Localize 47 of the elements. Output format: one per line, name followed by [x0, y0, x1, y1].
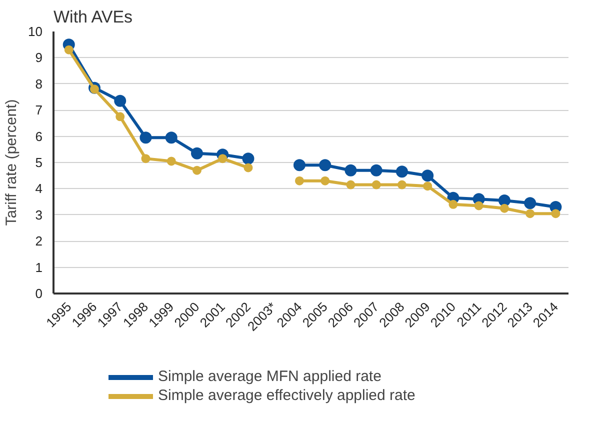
y-tick-label: 3: [35, 207, 43, 222]
legend-label: Simple average MFN applied rate: [158, 368, 382, 385]
y-tick-label: 7: [35, 102, 43, 118]
y-tick-label: 1: [35, 260, 43, 275]
point: [166, 156, 176, 166]
point: [192, 166, 202, 175]
point: [551, 209, 560, 218]
point: [346, 180, 356, 190]
y-tick-label: 6: [35, 128, 43, 144]
point: [396, 166, 408, 178]
point: [116, 112, 125, 122]
point: [319, 159, 332, 172]
legend-label: Simple average effectively applied rate: [158, 387, 416, 404]
point: [140, 132, 152, 144]
y-tick-label: 4: [35, 181, 43, 196]
point: [320, 176, 330, 186]
y-axis-title: Tariff rate (percent): [3, 99, 20, 226]
point: [218, 154, 228, 164]
point: [370, 164, 382, 176]
point: [500, 204, 509, 213]
y-tick-label: 9: [35, 50, 43, 66]
point: [372, 180, 381, 190]
y-tick-label: 0: [35, 286, 43, 301]
point: [244, 163, 253, 172]
point: [141, 154, 150, 164]
point: [165, 132, 178, 144]
y-tick-label: 2: [35, 234, 43, 249]
point: [294, 176, 304, 186]
point: [526, 209, 535, 218]
y-tick-label: 10: [28, 24, 43, 39]
point: [293, 159, 306, 172]
point: [474, 201, 484, 210]
point: [90, 84, 99, 94]
point: [64, 45, 74, 54]
point: [190, 147, 203, 160]
y-tick-label: 5: [35, 155, 43, 170]
chart-title: With AVEs: [54, 8, 133, 26]
y-tick-label: 8: [35, 76, 43, 92]
point: [114, 94, 126, 107]
point: [423, 182, 432, 191]
point: [422, 170, 434, 182]
point: [524, 197, 536, 210]
point: [448, 200, 458, 209]
point: [498, 194, 510, 206]
point: [397, 180, 406, 190]
point: [344, 164, 357, 176]
point: [242, 152, 254, 165]
